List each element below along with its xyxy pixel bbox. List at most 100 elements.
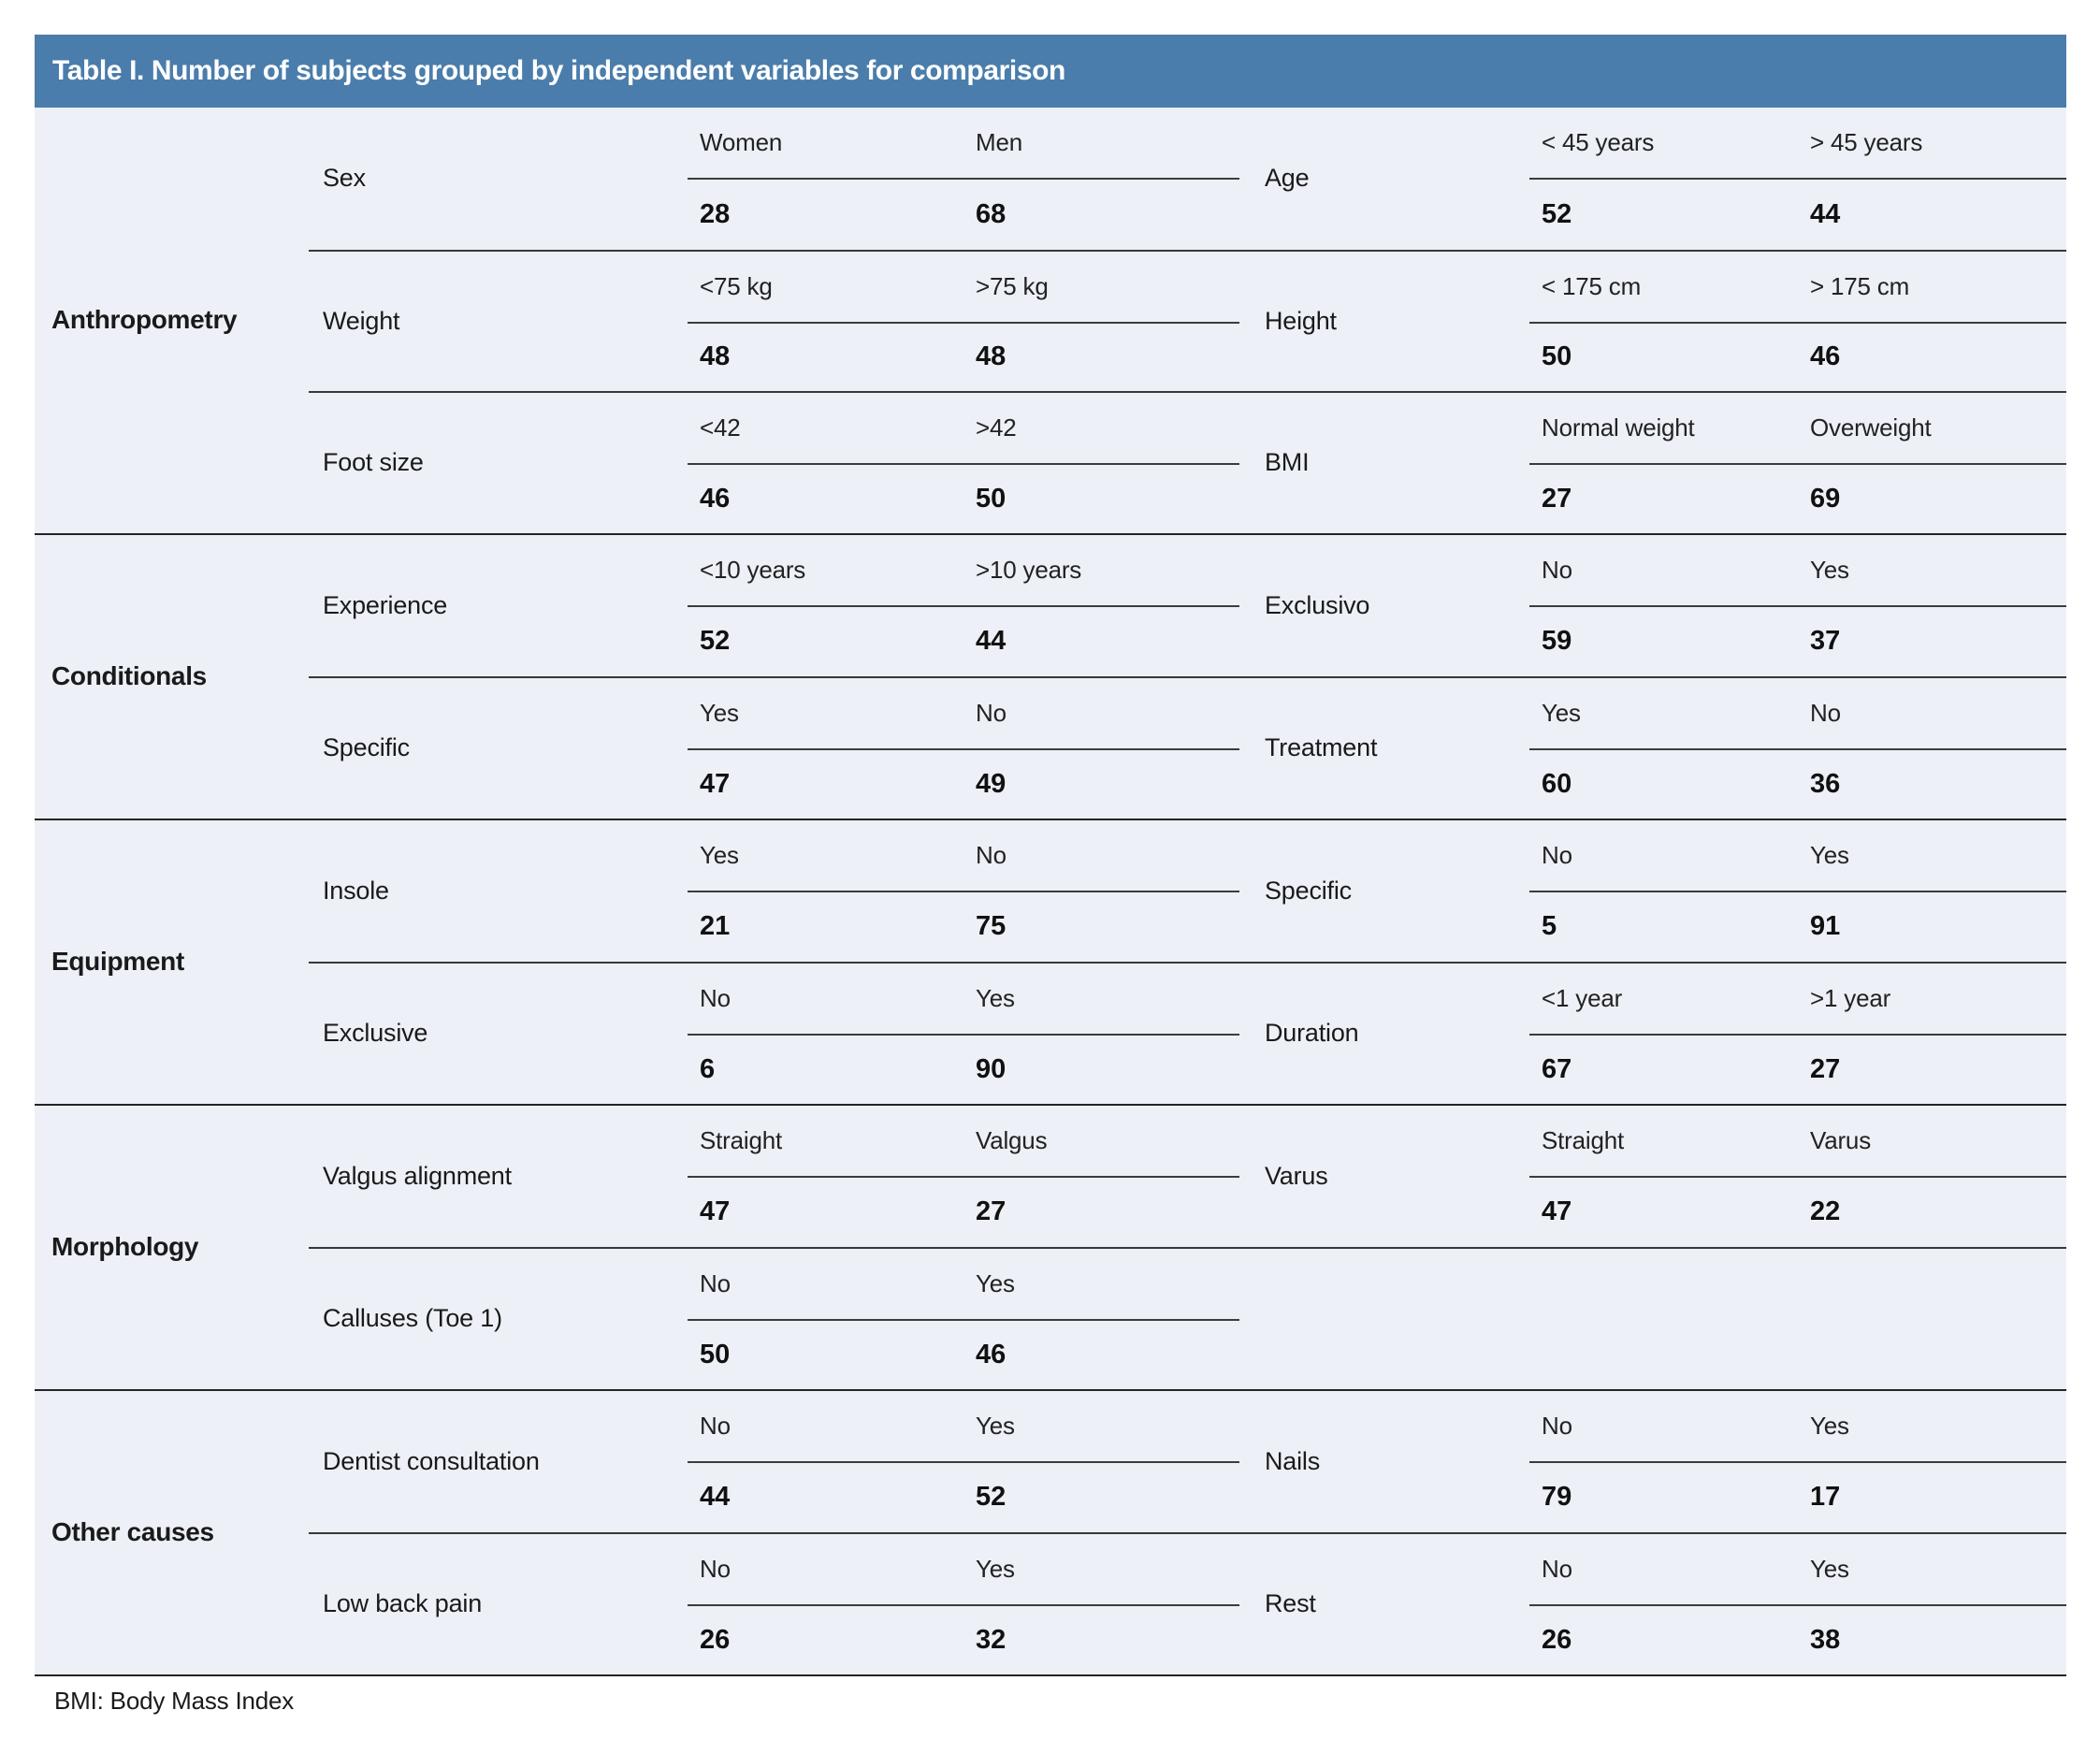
group-equipment: Equipment Insole Yes 21 No 75 Specific No 5 Yes 91… [35, 818, 2066, 1104]
group-anthropometry: Anthropometry Sex Women 28 Men 68 Age < 45 year… [35, 108, 2066, 533]
group-morphology: Morphology Valgus alignment Straight 47 Valg… [35, 1103, 2066, 1389]
variable-label: Age [1265, 164, 1310, 193]
category-label: < 175 cm [1529, 252, 1798, 324]
value-cell: 69 [1810, 483, 1841, 514]
value-cell: 67 [1542, 1053, 1572, 1084]
group-rows: Dentist consultation No 44 Yes 52 Nails No 79 Ye… [309, 1391, 2066, 1674]
category-label: Varus [1798, 1106, 2066, 1178]
row-half-right: Treatment Yes 60 No 36 [1239, 678, 2066, 819]
category-label: Normal weight [1529, 393, 1798, 465]
category-label: No [963, 820, 1239, 892]
category-label: No [1529, 820, 1798, 892]
row-half-left: Exclusive No 6 Yes 90 [309, 964, 1239, 1104]
variable-label: Foot size [323, 448, 424, 477]
value-cell: 26 [700, 1624, 731, 1655]
row-half-right: Exclusivo No 59 Yes 37 [1239, 535, 2066, 677]
category-label: <1 year [1529, 964, 1798, 1036]
value-cell: 46 [700, 483, 731, 514]
row-half-left: Experience <10 years 52 >10 years 44 [309, 535, 1239, 677]
variable-label: Experience [323, 590, 448, 619]
row-half-right: Height < 175 cm 50 > 175 cm 46 [1239, 252, 2066, 392]
row-half-left: Calluses (Toe 1) No 50 Yes 46 [309, 1249, 1239, 1389]
value-cell: 60 [1542, 768, 1572, 799]
group-rows: Insole Yes 21 No 75 Specific No 5 Yes 91 Exclusive… [309, 820, 2066, 1104]
row-half-left: Foot size <42 46 >42 50 [309, 393, 1239, 533]
category-label: Yes [963, 1249, 1239, 1321]
category-label: No [1798, 678, 2066, 750]
row-half-left: Specific Yes 47 No 49 [309, 678, 1239, 819]
variable-label: Weight [323, 306, 400, 335]
value-cell: 50 [1542, 341, 1572, 372]
category-label: Yes [1798, 535, 2066, 607]
value-cell: 46 [1810, 341, 1841, 372]
category-label: >42 [963, 393, 1239, 465]
variable-label: Height [1265, 306, 1337, 335]
category-label: No [688, 1534, 963, 1606]
variable-row: Exclusive No 6 Yes 90 Duration <1 year 67 >1 yea… [309, 962, 2066, 1104]
table-title: Table I. Number of subjects grouped by i… [52, 55, 1065, 86]
category-label: <75 kg [688, 252, 963, 324]
row-half-right: Duration <1 year 67 >1 year 27 [1239, 964, 2066, 1104]
group-label: Other causes [51, 1517, 214, 1546]
value-cell: 44 [700, 1482, 731, 1513]
category-label: <10 years [688, 535, 963, 607]
category-label: Yes [1798, 820, 2066, 892]
variable-row: Foot size <42 46 >42 50 BMI Normal weight 27 Ove… [309, 391, 2066, 533]
category-label: Yes [1798, 1534, 2066, 1606]
variable-row: Sex Women 28 Men 68 Age < 45 years 52 > 45 years… [309, 108, 2066, 250]
variable-label: Treatment [1265, 733, 1378, 762]
category-label: No [1529, 1534, 1798, 1606]
value-cell: 48 [976, 341, 1007, 372]
category-label: Straight [1529, 1106, 1798, 1178]
group-rows: Experience <10 years 52 >10 years 44 Exclusiv… [309, 535, 2066, 819]
table-body: Anthropometry Sex Women 28 Men 68 Age < 45 year… [35, 108, 2066, 1676]
category-label: No [688, 964, 963, 1036]
variable-label: Valgus alignment [323, 1161, 512, 1190]
group-label: Anthropometry [51, 305, 238, 335]
group-rows: Valgus alignment Straight 47 Valgus 27 Varus S… [309, 1106, 2066, 1389]
category-label: Men [963, 108, 1239, 180]
value-cell: 27 [1542, 483, 1572, 514]
row-half-left: Dentist consultation No 44 Yes 52 [309, 1391, 1239, 1533]
variable-label: Nails [1265, 1446, 1321, 1475]
category-label: < 45 years [1529, 108, 1798, 180]
variable-row: Dentist consultation No 44 Yes 52 Nails No 79 Ye… [309, 1391, 2066, 1533]
value-cell: 79 [1542, 1482, 1572, 1513]
value-cell: 50 [700, 1339, 731, 1369]
category-label: Overweight [1798, 393, 2066, 465]
value-cell: 37 [1810, 626, 1841, 657]
value-cell: 21 [700, 911, 731, 942]
value-cell: 44 [1810, 198, 1841, 229]
variable-row: Weight <75 kg 48 >75 kg 48 Height < 175 cm 50 > … [309, 249, 2066, 392]
value-cell: 26 [1542, 1624, 1572, 1655]
category-label: Yes [963, 964, 1239, 1036]
category-label: Straight [688, 1106, 963, 1178]
table-footnote: BMI: Body Mass Index [54, 1687, 295, 1715]
category-label: >1 year [1798, 964, 2066, 1036]
variable-label: Dentist consultation [323, 1446, 540, 1475]
category-label: No [1529, 535, 1798, 607]
category-label: No [1529, 1391, 1798, 1463]
row-half-left: Insole Yes 21 No 75 [309, 820, 1239, 963]
row-half-right: BMI Normal weight 27 Overweight 69 [1239, 393, 2066, 533]
variable-label: Exclusive [323, 1019, 428, 1048]
variable-row: Experience <10 years 52 >10 years 44 Exclusiv… [309, 535, 2066, 677]
value-cell: 52 [976, 1482, 1007, 1513]
group-rows: Sex Women 28 Men 68 Age < 45 years 52 > 45 years… [309, 108, 2066, 533]
value-cell: 17 [1810, 1482, 1841, 1513]
category-label: > 175 cm [1798, 252, 2066, 324]
value-cell: 47 [700, 1196, 731, 1227]
row-half-right: Specific No 5 Yes 91 [1239, 820, 2066, 963]
row-half-right: Age < 45 years 52 > 45 years 44 [1239, 108, 2066, 250]
variable-label: Specific [1265, 876, 1352, 905]
row-half-left: Valgus alignment Straight 47 Valgus 27 [309, 1106, 1239, 1248]
value-cell: 52 [700, 626, 731, 657]
variable-label: Varus [1265, 1161, 1328, 1190]
value-cell: 91 [1810, 911, 1841, 942]
value-cell: 6 [700, 1053, 716, 1084]
variable-row: Low back pain No 26 Yes 32 Rest No 26 Yes 38 [309, 1532, 2066, 1674]
category-label: Yes [1529, 678, 1798, 750]
value-cell: 38 [1810, 1624, 1841, 1655]
variable-label: Calluses (Toe 1) [323, 1304, 502, 1333]
category-label: <42 [688, 393, 963, 465]
